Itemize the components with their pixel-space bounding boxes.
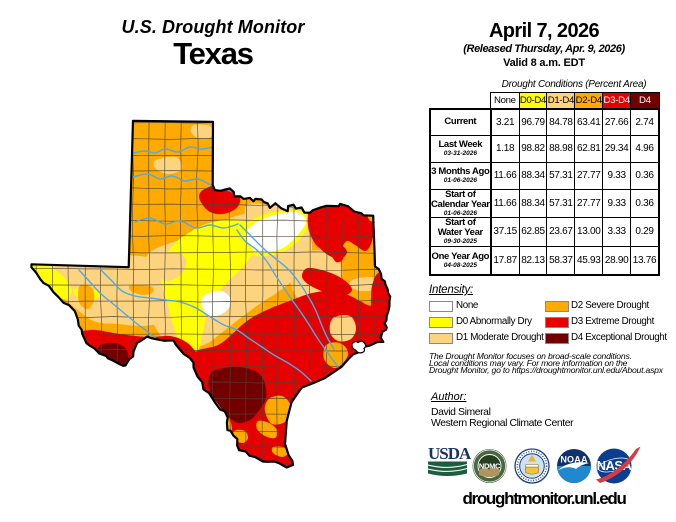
svg-text:USDA: USDA (428, 446, 472, 463)
svg-text:NASA: NASA (597, 458, 633, 473)
svg-text:NOAA: NOAA (560, 455, 588, 465)
svg-text:NDMC: NDMC (479, 462, 501, 471)
